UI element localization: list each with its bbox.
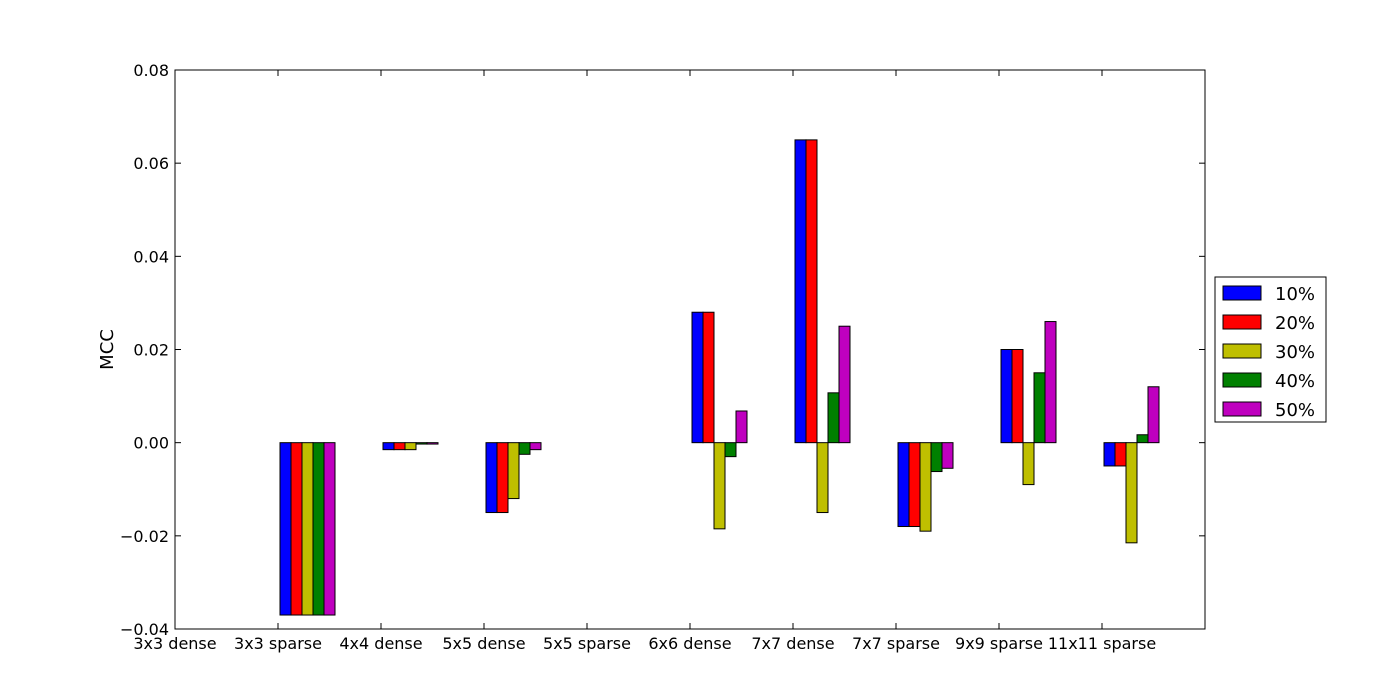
bar-10pct-11x11-sparse bbox=[1103, 442, 1116, 467]
bar-20pct-9x9-sparse bbox=[1011, 349, 1024, 444]
x-tick-label: 9x9 sparse bbox=[955, 634, 1043, 653]
bar-50pct-11x11-sparse bbox=[1147, 386, 1160, 444]
bar-10pct-9x9-sparse bbox=[1000, 349, 1013, 444]
bar-10pct-6x6-dense bbox=[691, 311, 704, 444]
bar-50pct-9x9-sparse bbox=[1044, 321, 1057, 444]
x-tick-label: 5x5 dense bbox=[442, 634, 525, 653]
bars-group bbox=[279, 139, 1160, 616]
bar-10pct-5x5-dense bbox=[485, 442, 498, 514]
y-tick-label: −0.02 bbox=[120, 527, 169, 546]
y-axis-label: MCC bbox=[97, 329, 118, 370]
bar-50pct-5x5-dense bbox=[529, 442, 542, 451]
bar-10pct-7x7-sparse bbox=[897, 442, 910, 528]
bar-30pct-6x6-dense bbox=[713, 442, 726, 530]
legend: 10% 20% 30% 40% 50% bbox=[1214, 276, 1327, 423]
x-tick-label: 6x6 dense bbox=[648, 634, 731, 653]
bar-40pct-3x3-sparse bbox=[312, 442, 325, 616]
bar-10pct-4x4-dense bbox=[382, 442, 395, 451]
x-tick-label: 3x3 dense bbox=[133, 634, 216, 653]
bar-20pct-5x5-dense bbox=[496, 442, 509, 514]
x-axis: 3x3 dense 3x3 sparse 4x4 dense 5x5 dense 5x5… bbox=[133, 70, 1156, 653]
bar-20pct-3x3-sparse bbox=[290, 442, 303, 616]
y-tick-label: 0.04 bbox=[133, 247, 169, 266]
bar-20pct-7x7-dense bbox=[805, 139, 818, 444]
bar-30pct-4x4-dense bbox=[404, 442, 417, 451]
bar-40pct-4x4-dense bbox=[415, 442, 428, 445]
y-tick-label: 0.00 bbox=[133, 434, 169, 453]
legend-swatch bbox=[1222, 372, 1262, 388]
bar-20pct-4x4-dense bbox=[393, 442, 406, 451]
legend-swatch bbox=[1222, 314, 1262, 330]
bar-40pct-11x11-sparse bbox=[1136, 434, 1149, 444]
bar-30pct-9x9-sparse bbox=[1022, 442, 1035, 486]
legend-swatch bbox=[1222, 343, 1262, 359]
bar-50pct-3x3-sparse bbox=[323, 442, 336, 616]
legend-label: 20% bbox=[1275, 313, 1315, 334]
legend-label: 40% bbox=[1275, 371, 1315, 392]
bar-30pct-11x11-sparse bbox=[1125, 442, 1138, 544]
bar-20pct-6x6-dense bbox=[702, 311, 715, 444]
y-tick-label: −0.04 bbox=[120, 620, 169, 639]
bar-30pct-3x3-sparse bbox=[301, 442, 314, 616]
x-tick-label: 4x4 dense bbox=[339, 634, 422, 653]
y-tick-label: 0.08 bbox=[133, 61, 169, 80]
bar-30pct-7x7-sparse bbox=[919, 442, 932, 532]
bar-50pct-7x7-sparse bbox=[941, 442, 954, 469]
bar-40pct-5x5-dense bbox=[518, 442, 531, 455]
bar-20pct-11x11-sparse bbox=[1114, 442, 1127, 467]
y-tick-label: 0.06 bbox=[133, 154, 169, 173]
legend-label: 30% bbox=[1275, 342, 1315, 363]
bar-40pct-9x9-sparse bbox=[1033, 372, 1046, 444]
legend-label: 50% bbox=[1275, 400, 1315, 421]
y-tick-label: 0.02 bbox=[133, 341, 169, 360]
legend-swatch bbox=[1222, 285, 1262, 301]
legend-swatch bbox=[1222, 401, 1262, 417]
x-tick-label: 7x7 dense bbox=[751, 634, 834, 653]
bar-40pct-7x7-sparse bbox=[930, 442, 943, 473]
bar-30pct-7x7-dense bbox=[816, 442, 829, 514]
bar-40pct-7x7-dense bbox=[827, 392, 840, 444]
bar-50pct-7x7-dense bbox=[838, 325, 851, 444]
bar-30pct-5x5-dense bbox=[507, 442, 520, 500]
x-tick-label: 11x11 sparse bbox=[1048, 634, 1156, 653]
bar-20pct-7x7-sparse bbox=[908, 442, 921, 528]
bar-10pct-7x7-dense bbox=[794, 139, 807, 444]
y-axis: −0.04 −0.02 0.00 0.02 0.04 0.06 0.08 bbox=[120, 61, 1205, 639]
x-tick-label: 3x3 sparse bbox=[234, 634, 322, 653]
bar-10pct-3x3-sparse bbox=[279, 442, 292, 616]
x-tick-label: 5x5 sparse bbox=[543, 634, 631, 653]
x-tick-label: 7x7 sparse bbox=[852, 634, 940, 653]
bar-50pct-4x4-dense bbox=[426, 442, 439, 445]
legend-label: 10% bbox=[1275, 284, 1315, 305]
bar-50pct-6x6-dense bbox=[735, 410, 748, 444]
bar-40pct-6x6-dense bbox=[724, 442, 737, 458]
